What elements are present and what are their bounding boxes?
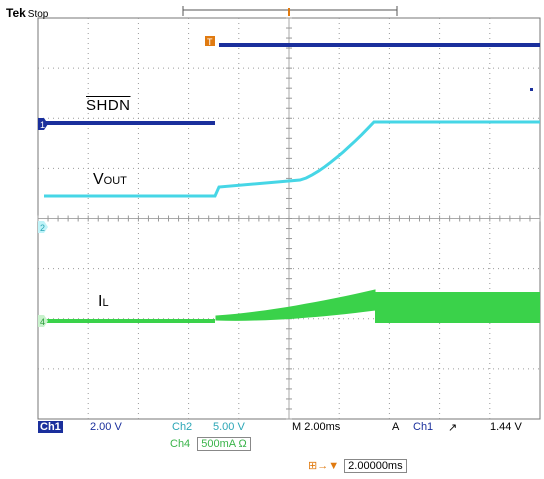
trigger-source: Ch1 — [413, 421, 434, 433]
ch4-steady-band — [375, 292, 540, 323]
ch4-status: Ch4 500mA Ω — [170, 437, 251, 451]
ch2-scale: 5.00 V — [213, 421, 245, 433]
brand-label: Tek — [6, 6, 26, 20]
ch1-tag: Ch1 — [38, 421, 63, 433]
trigger-slope: ↗ — [448, 422, 458, 434]
acquisition-state: Stop — [27, 9, 49, 20]
delay-marker-icon: ⊞→▼ — [308, 460, 340, 472]
scope-title: Tek Stop — [6, 6, 48, 20]
ch4-ground-marker-label: 4 — [40, 317, 45, 327]
status-row: Ch1 2.00 V Ch2 5.00 V M 2.00ms A Ch1 ↗ 1… — [38, 421, 540, 434]
delay-value: 2.00000ms — [344, 459, 407, 473]
vout-label: VOUT — [93, 171, 127, 189]
ch2-tag: Ch2 — [172, 421, 193, 433]
ch4-scale: 500mA Ω — [197, 437, 251, 451]
il-main: I — [98, 293, 103, 310]
vout-main: V — [93, 171, 104, 188]
ch4-tag: Ch4 — [170, 438, 191, 450]
shdn-label: SHDN — [86, 97, 131, 114]
vout-sub: OUT — [103, 175, 127, 187]
ch1-ground-marker-label: 1 — [40, 120, 45, 130]
trigger-level-icon — [205, 36, 215, 46]
trigger-mode: A — [392, 421, 400, 433]
shdn-text: SHDN — [86, 97, 131, 114]
il-sub: L — [102, 297, 109, 309]
horizontal-delay: ⊞→▼ 2.00000ms — [308, 459, 407, 473]
ch2-trace — [44, 120, 540, 198]
ch2-ground-marker-icon — [38, 221, 48, 233]
ch2-ground-marker-label: 2 — [40, 223, 45, 233]
ch4-ramp-band — [215, 289, 376, 321]
timebase: M 2.00ms — [292, 421, 341, 433]
trigger-level: 1.44 V — [490, 421, 522, 433]
ch1-ground-marker-icon — [38, 118, 48, 130]
il-label: IL — [98, 293, 109, 311]
ch4-ground-marker-icon — [38, 315, 48, 327]
trigger-level-letter: T — [207, 37, 213, 47]
ch1-dot — [530, 88, 533, 91]
ch1-scale: 2.00 V — [90, 421, 122, 433]
